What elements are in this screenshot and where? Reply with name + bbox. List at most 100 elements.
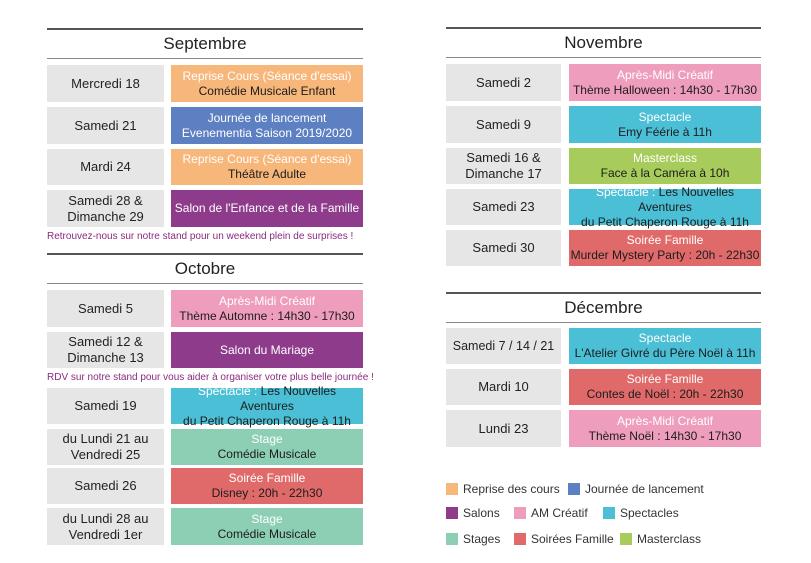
event-type: Stage <box>251 511 283 526</box>
month-title: Décembre <box>564 298 643 317</box>
event-date: du Lundi 21 au Vendredi 25 <box>47 429 164 465</box>
month-header-septembre: Septembre <box>47 28 363 59</box>
event-row: Samedi 26 Soirée Famille Disney : 20h - … <box>47 468 363 504</box>
event-title: Les Nouvelles Aventures <box>240 383 337 413</box>
event-soiree: Soirée Famille Contes de Noël : 20h - 22… <box>569 369 761 405</box>
event-type: Spectacle <box>638 331 692 345</box>
legend-label: Stages <box>463 532 501 546</box>
legend-swatch <box>446 483 458 495</box>
event-type: Reprise Cours (Séance d'essai) <box>182 152 352 166</box>
event-detail: Comédie Musicale <box>217 447 317 461</box>
event-date: Samedi 9 <box>446 106 561 143</box>
event-detail: Murder Mystery Party : 20h - 22h30 <box>570 248 760 262</box>
event-type: Stage <box>251 432 283 446</box>
event-type: Soirée Famille <box>626 233 704 247</box>
event-detail: Emy Féérie à 11h <box>618 124 712 139</box>
event-type: Soirée Famille <box>626 372 704 386</box>
event-row: du Lundi 28 au Vendredi 1er Stage Comédi… <box>47 508 363 545</box>
event-date: Samedi 16 & Dimanche 17 <box>446 148 561 184</box>
event-salon: Salon du Mariage <box>171 332 363 368</box>
legend-stages: Stages <box>446 532 500 546</box>
event-row: Lundi 23 Après-Midi Créatif Thème Noël :… <box>446 410 761 447</box>
event-row: Samedi 7 / 14 / 21 Spectacle L'Atelier G… <box>446 328 761 364</box>
event-detail: du Petit Chaperon Rouge à 11h <box>581 214 749 229</box>
legend-soirees: Soirées Famille <box>514 532 614 546</box>
event-salon: Salon de l'Enfance et de la Famille <box>171 190 363 227</box>
event-reprise: Reprise Cours (Séance d'essai) Théâtre A… <box>171 149 363 185</box>
event-detail: Comédie Musicale <box>217 526 317 541</box>
event-row: Samedi 16 & Dimanche 17 Masterclass Face… <box>446 148 761 184</box>
event-date: Samedi 5 <box>47 290 164 327</box>
event-spectacle: Spectacle Emy Féérie à 11h <box>569 106 761 143</box>
legend-swatch <box>514 507 526 519</box>
legend-swatch <box>568 483 580 495</box>
event-am-creatif: Après-Midi Créatif Thème Halloween : 14h… <box>569 64 761 101</box>
event-type: Masterclass <box>632 151 697 165</box>
event-title: Les Nouvelles Aventures <box>638 184 735 214</box>
event-date: Mardi 10 <box>446 369 561 405</box>
legend-label: Journée de lancement <box>585 482 704 496</box>
legend-label: AM Créatif <box>531 506 588 520</box>
event-row: Samedi 12 & Dimanche 13 Salon du Mariage <box>47 332 363 368</box>
legend-spectacles: Spectacles <box>603 506 679 520</box>
event-row: Samedi 21 Journée de lancement Evenement… <box>47 107 363 144</box>
legend-label: Reprise des cours <box>463 482 560 496</box>
legend-lancement: Journée de lancement <box>568 482 704 496</box>
event-date: Samedi 30 <box>446 230 561 266</box>
legend-label: Soirées Famille <box>531 532 614 546</box>
event-row: Samedi 9 Spectacle Emy Féérie à 11h <box>446 106 761 143</box>
event-type: Après-Midi Créatif <box>616 67 714 82</box>
event-type: Soirée Famille <box>228 471 306 485</box>
event-type: Après-Midi Créatif <box>616 413 714 428</box>
event-type: Spectacle <box>638 109 692 124</box>
event-row: Mardi 10 Soirée Famille Contes de Noël :… <box>446 369 761 405</box>
event-detail: Evenementia Saison 2019/2020 <box>181 125 353 140</box>
legend-swatch <box>446 533 458 545</box>
event-row: du Lundi 21 au Vendredi 25 Stage Comédie… <box>47 429 363 465</box>
event-type: Après-Midi Créatif <box>218 293 316 308</box>
event-date: Samedi 23 <box>446 189 561 225</box>
event-reprise: Reprise Cours (Séance d'essai) Comédie M… <box>171 65 363 102</box>
event-detail: Face à la Caméra à 10h <box>600 166 730 180</box>
event-row: Samedi 23 Spectacle : Les Nouvelles Aven… <box>446 185 761 229</box>
event-row: Samedi 19 Spectacle : Les Nouvelles Aven… <box>47 384 363 428</box>
event-date: Lundi 23 <box>446 410 561 447</box>
event-type: Reprise Cours (Séance d'essai) <box>182 68 352 83</box>
event-stage: Stage Comédie Musicale <box>171 429 363 465</box>
month-header-novembre: Novembre <box>446 27 761 58</box>
event-spectacle: Spectacle : Les Nouvelles Aventures du P… <box>569 185 761 229</box>
event-date: Samedi 21 <box>47 107 164 144</box>
legend-label: Masterclass <box>637 532 702 546</box>
event-date: Samedi 26 <box>47 468 164 504</box>
event-type: Spectacle : <box>595 184 656 199</box>
stand-note: RDV sur notre stand pour vous aider à or… <box>47 372 374 383</box>
event-detail: Comédie Musicale Enfant <box>198 83 336 98</box>
event-detail: Contes de Noël : 20h - 22h30 <box>586 387 744 401</box>
event-am-creatif: Après-Midi Créatif Thème Automne : 14h30… <box>171 290 363 327</box>
event-type: Journée de lancement <box>207 110 327 125</box>
event-stage: Stage Comédie Musicale <box>171 508 363 545</box>
month-title: Octobre <box>174 259 236 278</box>
event-detail: L'Atelier Givré du Père Noël à 11h <box>574 346 756 360</box>
stand-note: Retrouvez-nous sur notre stand pour un w… <box>47 231 354 242</box>
legend-masterclass: Masterclass <box>620 532 701 546</box>
legend-reprise: Reprise des cours <box>446 482 560 496</box>
event-row: Samedi 5 Après-Midi Créatif Thème Automn… <box>47 290 363 327</box>
month-header-octobre: Octobre <box>47 253 363 284</box>
legend-am-creatif: AM Créatif <box>514 506 588 520</box>
event-date: Samedi 2 <box>446 64 561 101</box>
event-spectacle: Spectacle : Les Nouvelles Aventures du P… <box>171 384 363 428</box>
event-type-line: Spectacle : Les Nouvelles Aventures <box>569 185 761 215</box>
event-type-line: Spectacle : Les Nouvelles Aventures <box>171 384 363 414</box>
event-row: Samedi 2 Après-Midi Créatif Thème Hallow… <box>446 64 761 101</box>
event-soiree: Soirée Famille Murder Mystery Party : 20… <box>569 230 761 266</box>
event-detail: Thème Automne : 14h30 - 17h30 <box>179 308 355 323</box>
event-spectacle: Spectacle L'Atelier Givré du Père Noël à… <box>569 328 761 364</box>
event-date: Samedi 19 <box>47 388 164 424</box>
event-type: Salon du Mariage <box>219 342 315 357</box>
event-row: Mercredi 18 Reprise Cours (Séance d'essa… <box>47 65 363 102</box>
event-detail: Thème Halloween : 14h30 - 17h30 <box>572 82 758 97</box>
event-row: Samedi 30 Soirée Famille Murder Mystery … <box>446 230 761 266</box>
event-detail: du Petit Chaperon Rouge à 11h <box>183 413 351 428</box>
event-detail: Disney : 20h - 22h30 <box>211 486 323 500</box>
